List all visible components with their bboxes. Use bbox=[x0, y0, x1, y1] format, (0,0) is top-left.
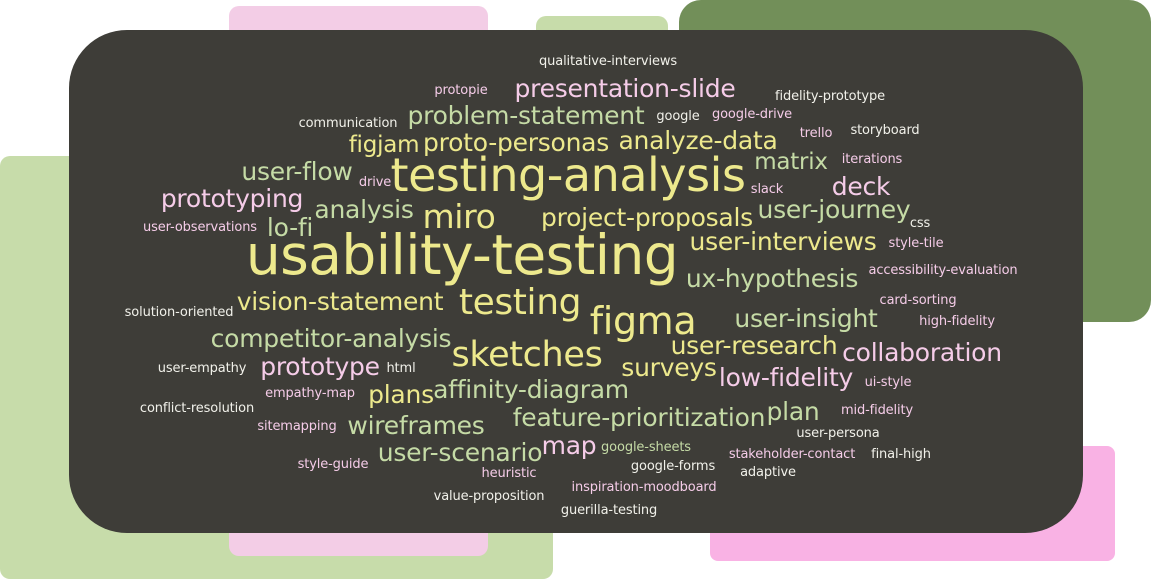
word-cloud-term: presentation-slide bbox=[514, 74, 736, 103]
word-cloud-term: figjam bbox=[348, 132, 420, 158]
word-cloud-term: ux-hypothesis bbox=[685, 264, 859, 293]
word-cloud-term: style-tile bbox=[888, 236, 944, 251]
word-cloud-term: empathy-map bbox=[265, 386, 355, 401]
word-cloud-term: style-guide bbox=[297, 457, 369, 472]
word-cloud-term: trello bbox=[799, 126, 833, 141]
word-cloud-term: prototyping bbox=[160, 184, 304, 213]
word-cloud-term: plan bbox=[766, 397, 820, 426]
word-cloud-term: testing-analysis bbox=[390, 148, 746, 202]
word-cloud-term: high-fidelity bbox=[919, 314, 995, 329]
word-cloud-term: matrix bbox=[754, 149, 828, 175]
word-cloud-term: final-high bbox=[871, 447, 931, 462]
word-cloud-term: inspiration-moodboard bbox=[571, 480, 717, 495]
word-cloud-term: google-sheets bbox=[601, 440, 691, 455]
word-cloud-term: google-forms bbox=[630, 459, 716, 474]
word-cloud-term: usability-testing bbox=[245, 223, 679, 287]
word-cloud-term: testing bbox=[458, 282, 582, 323]
word-cloud-term: stakeholder-contact bbox=[728, 447, 856, 462]
word-cloud-term: html bbox=[386, 361, 416, 376]
word-cloud-term: card-sorting bbox=[879, 293, 957, 308]
word-cloud-term: user-journey bbox=[757, 195, 911, 224]
word-cloud-term: surveys bbox=[621, 353, 717, 382]
word-cloud-term: protopie bbox=[434, 83, 488, 98]
word-cloud-term: project-proposals bbox=[541, 203, 753, 232]
word-cloud-term: feature-prioritization bbox=[512, 403, 766, 432]
word-cloud-term: deck bbox=[831, 172, 891, 201]
word-cloud-term: conflict-resolution bbox=[139, 401, 255, 416]
word-cloud-term: sitemapping bbox=[257, 419, 337, 434]
word-cloud-term: css bbox=[909, 216, 931, 231]
word-cloud-term: user-empathy bbox=[157, 361, 247, 376]
word-cloud-term: google bbox=[656, 109, 700, 124]
word-cloud-term: google-drive bbox=[711, 107, 793, 122]
word-cloud-term: storyboard bbox=[850, 123, 920, 138]
word-cloud-term: fidelity-prototype bbox=[775, 89, 885, 104]
word-cloud-term: vision-statement bbox=[236, 287, 444, 316]
word-cloud-card: qualitative-interviews protopie presentati… bbox=[69, 30, 1083, 533]
word-cloud-term: plans bbox=[368, 380, 434, 409]
word-cloud-term: analyze-data bbox=[618, 126, 778, 155]
word-cloud-term: prototype bbox=[260, 352, 380, 381]
word-cloud-term: map bbox=[541, 431, 597, 460]
word-cloud-term: collaboration bbox=[842, 338, 1002, 367]
word-cloud-term: problem-statement bbox=[407, 101, 645, 130]
word-cloud-term: low-fidelity bbox=[718, 363, 854, 392]
word-cloud-term: wireframes bbox=[347, 411, 485, 440]
word-cloud-term: affinity-diagram bbox=[433, 375, 629, 404]
word-cloud-term: user-scenario bbox=[377, 438, 543, 467]
word-cloud-term: user-interviews bbox=[689, 227, 877, 256]
word-cloud-term: miro bbox=[422, 197, 496, 236]
word-cloud-term: value-proposition bbox=[433, 489, 545, 504]
word-cloud-term: ui-style bbox=[864, 375, 912, 390]
word-cloud-term: user-persona bbox=[796, 426, 880, 441]
word-cloud-term: user-flow bbox=[241, 157, 353, 186]
word-cloud-term: mid-fidelity bbox=[840, 403, 914, 418]
word-cloud-term: figma bbox=[589, 299, 697, 343]
word-cloud-term: lo-fi bbox=[266, 213, 314, 242]
word-cloud-term: analysis bbox=[314, 195, 414, 224]
word-cloud-term: iterations bbox=[841, 152, 903, 167]
word-cloud-term: qualitative-interviews bbox=[539, 54, 677, 69]
word-cloud-term: user-insight bbox=[734, 304, 878, 333]
word-cloud-term: user-research bbox=[670, 331, 838, 360]
word-cloud-term: communication bbox=[298, 116, 398, 131]
word-cloud-term: proto-personas bbox=[422, 128, 610, 157]
word-cloud-term: slack bbox=[750, 182, 784, 197]
word-cloud-term: drive bbox=[358, 175, 392, 190]
word-cloud-term: guerilla-testing bbox=[560, 503, 658, 518]
word-cloud-term: adaptive bbox=[740, 465, 796, 480]
word-cloud-term: sketches bbox=[451, 335, 603, 375]
word-cloud-term: accessibility-evaluation bbox=[868, 263, 1018, 278]
word-cloud-term: heuristic bbox=[481, 466, 537, 481]
word-cloud-term: competitor-analysis bbox=[210, 324, 452, 353]
word-cloud-term: user-observations bbox=[143, 220, 257, 235]
word-cloud-term: solution-oriented bbox=[124, 305, 234, 320]
